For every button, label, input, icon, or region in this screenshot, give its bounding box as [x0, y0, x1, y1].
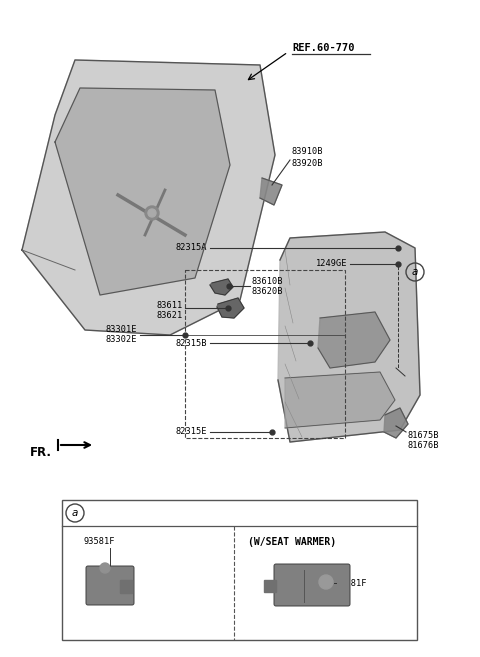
FancyBboxPatch shape	[274, 564, 350, 606]
Circle shape	[148, 209, 156, 217]
Polygon shape	[120, 580, 132, 593]
Text: FR.: FR.	[30, 447, 52, 459]
Text: 82315E: 82315E	[176, 428, 207, 436]
Text: 83302E: 83302E	[106, 336, 137, 344]
Text: a: a	[412, 267, 418, 277]
Text: 93581F: 93581F	[84, 537, 116, 547]
Text: 81676B: 81676B	[408, 440, 440, 449]
Text: REF.60-770: REF.60-770	[292, 43, 355, 53]
Polygon shape	[285, 372, 395, 428]
Text: 83301E: 83301E	[106, 325, 137, 334]
Text: 83621: 83621	[157, 311, 183, 319]
Polygon shape	[210, 279, 233, 295]
Polygon shape	[264, 580, 276, 592]
Polygon shape	[278, 232, 420, 442]
Polygon shape	[55, 88, 230, 295]
Text: 81675B: 81675B	[408, 430, 440, 440]
Text: 93581F: 93581F	[336, 579, 368, 587]
Polygon shape	[318, 312, 390, 368]
Polygon shape	[260, 178, 282, 205]
Text: 1249GE: 1249GE	[315, 260, 347, 269]
Text: 83610B: 83610B	[252, 277, 284, 286]
Text: 82315A: 82315A	[176, 244, 207, 252]
Text: 83920B: 83920B	[292, 158, 324, 168]
FancyBboxPatch shape	[86, 566, 134, 605]
Circle shape	[100, 563, 110, 573]
Text: 83611: 83611	[157, 300, 183, 309]
Text: 83620B: 83620B	[252, 288, 284, 296]
Text: a: a	[72, 508, 78, 518]
Polygon shape	[22, 60, 275, 335]
Circle shape	[319, 575, 333, 589]
Text: (W/SEAT WARMER): (W/SEAT WARMER)	[248, 537, 336, 547]
Text: 82315B: 82315B	[176, 338, 207, 348]
Text: 83910B: 83910B	[292, 148, 324, 156]
Polygon shape	[217, 298, 244, 318]
Circle shape	[145, 206, 159, 220]
Polygon shape	[384, 408, 408, 438]
